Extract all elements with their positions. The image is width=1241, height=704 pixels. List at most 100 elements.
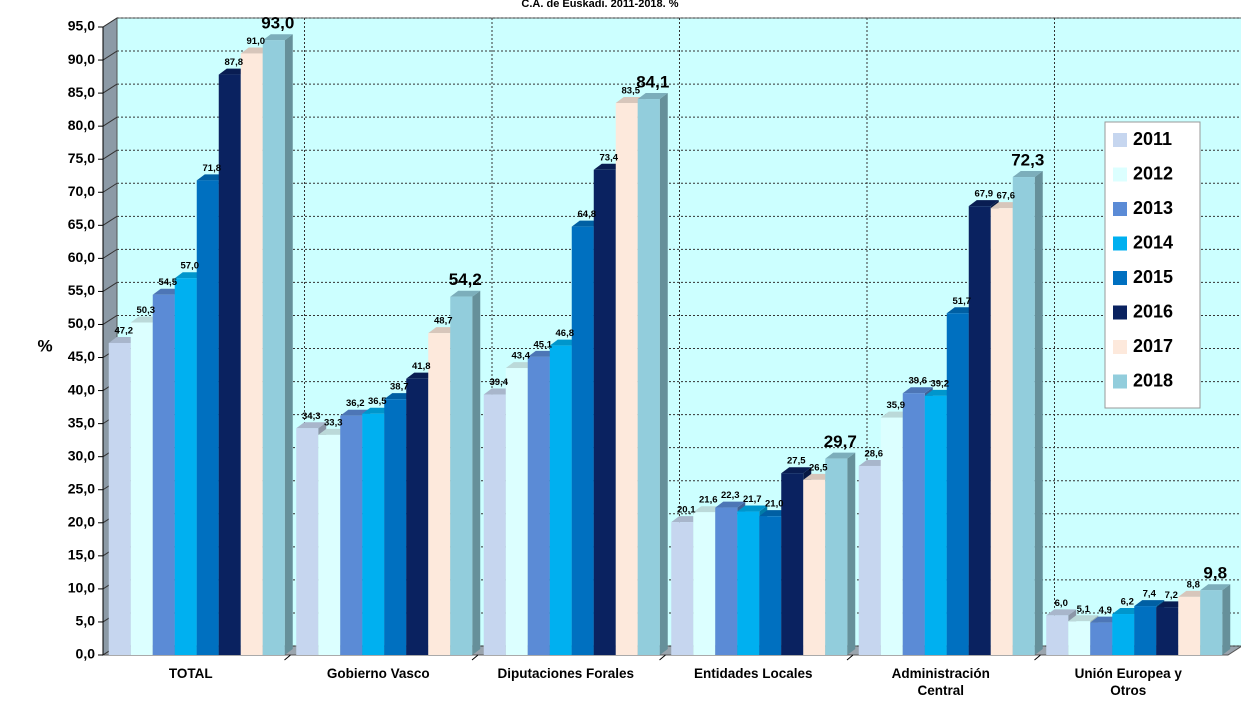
legend-label: 2011 bbox=[1133, 129, 1172, 149]
legend-swatch bbox=[1113, 271, 1127, 285]
x-tick bbox=[1034, 654, 1041, 661]
bar bbox=[858, 465, 881, 655]
legend-label: 2012 bbox=[1133, 163, 1173, 183]
data-label: 39,4 bbox=[490, 377, 509, 388]
data-label: 26,5 bbox=[809, 462, 828, 473]
y-tick-label: 90,0 bbox=[68, 51, 95, 67]
bar-top bbox=[968, 200, 999, 207]
grid-line-side bbox=[102, 315, 118, 325]
y-tick-label: 35,0 bbox=[68, 414, 95, 430]
data-label: 54,2 bbox=[449, 270, 482, 289]
grid-line-side bbox=[102, 83, 118, 94]
bar bbox=[384, 399, 407, 655]
bar bbox=[781, 473, 804, 655]
bar bbox=[693, 512, 716, 655]
data-label: 39,6 bbox=[909, 376, 928, 387]
data-label: 20,1 bbox=[677, 505, 696, 516]
legend-label: 2017 bbox=[1133, 336, 1173, 356]
bar bbox=[483, 394, 506, 655]
data-label: 6,0 bbox=[1055, 598, 1068, 609]
data-label: 51,7 bbox=[953, 296, 972, 307]
data-label: 21,6 bbox=[699, 495, 718, 506]
bar bbox=[946, 313, 969, 655]
data-label: 33,3 bbox=[324, 417, 343, 428]
bar bbox=[549, 345, 572, 655]
bar bbox=[968, 206, 991, 655]
bar bbox=[450, 296, 473, 655]
x-tick-label: Entidades Locales bbox=[693, 666, 813, 681]
bar bbox=[1046, 615, 1069, 655]
y-tick-label: 50,0 bbox=[68, 315, 95, 331]
y-tick-label: 85,0 bbox=[68, 84, 95, 100]
bar-top bbox=[450, 290, 481, 297]
legend-swatch bbox=[1113, 236, 1127, 251]
data-label: 22,3 bbox=[721, 490, 740, 501]
data-label: 54,5 bbox=[159, 277, 178, 288]
bar bbox=[152, 294, 175, 655]
bar-top bbox=[262, 34, 293, 41]
bar-top bbox=[1046, 609, 1077, 616]
data-label: 50,3 bbox=[137, 305, 156, 316]
bar bbox=[637, 99, 660, 655]
bar-side bbox=[1034, 171, 1043, 655]
grid-line-side bbox=[102, 248, 118, 259]
chart-title: C.A. de Euskadi. 2011-2018. % bbox=[521, 0, 678, 10]
data-label: 34,3 bbox=[302, 411, 321, 422]
x-tick-label: Administración Central bbox=[891, 666, 990, 698]
bar bbox=[1112, 614, 1135, 655]
grid-line-side bbox=[102, 182, 118, 193]
data-label: 67,9 bbox=[975, 189, 994, 200]
legend-label: 2016 bbox=[1133, 301, 1173, 321]
bar-top bbox=[1134, 600, 1165, 607]
legend-label: 2013 bbox=[1133, 198, 1173, 218]
data-label: 47,2 bbox=[115, 325, 134, 336]
x-tick bbox=[284, 654, 291, 661]
data-label: 46,8 bbox=[556, 328, 575, 339]
bar bbox=[803, 479, 826, 655]
data-label: 4,9 bbox=[1099, 605, 1112, 616]
bar-side bbox=[284, 34, 293, 655]
bar bbox=[218, 74, 241, 656]
data-label: 9,8 bbox=[1203, 564, 1227, 583]
bar-top bbox=[296, 422, 327, 429]
bar-top bbox=[902, 387, 933, 394]
bar-top bbox=[1200, 584, 1231, 591]
bar bbox=[715, 507, 738, 655]
data-label: 36,5 bbox=[368, 396, 387, 407]
x-tick-label: TOTAL bbox=[168, 666, 213, 681]
data-label: 35,9 bbox=[887, 400, 906, 411]
data-label: 41,8 bbox=[412, 361, 431, 372]
legend-label: 2015 bbox=[1133, 267, 1173, 287]
y-tick-label: 95,0 bbox=[68, 18, 95, 34]
bar bbox=[615, 103, 638, 655]
bar bbox=[1200, 590, 1223, 655]
bar bbox=[240, 53, 263, 656]
data-label: 21,0 bbox=[765, 499, 784, 510]
legend-swatch bbox=[1113, 305, 1127, 320]
bar-side bbox=[472, 290, 481, 655]
bar bbox=[1156, 607, 1179, 655]
grid-line-side bbox=[102, 149, 118, 160]
bar bbox=[262, 40, 285, 655]
bar bbox=[671, 522, 694, 655]
bar bbox=[990, 208, 1013, 655]
legend-label: 2018 bbox=[1133, 370, 1173, 390]
bar bbox=[296, 428, 319, 655]
data-label: 28,6 bbox=[865, 448, 884, 459]
data-label: 8,8 bbox=[1187, 579, 1200, 590]
x-tick bbox=[846, 654, 854, 661]
grid-line-side bbox=[102, 116, 118, 127]
bar-top bbox=[737, 505, 768, 512]
bar bbox=[527, 356, 550, 655]
bar-side bbox=[1222, 584, 1231, 655]
y-tick-label: 60,0 bbox=[68, 249, 95, 265]
bar-top bbox=[825, 452, 856, 459]
y-tick-label: 25,0 bbox=[68, 480, 95, 496]
data-label: 6,2 bbox=[1121, 597, 1134, 608]
y-tick-label: 55,0 bbox=[68, 282, 95, 298]
grid-line-side bbox=[102, 17, 118, 28]
y-axis-label: % bbox=[37, 336, 52, 355]
data-label: 7,4 bbox=[1143, 589, 1157, 600]
data-label: 72,3 bbox=[1011, 151, 1044, 170]
